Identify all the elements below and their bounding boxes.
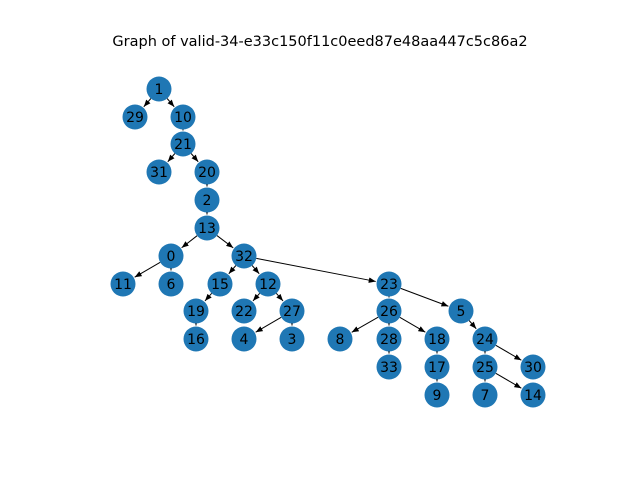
node-20 <box>194 159 220 185</box>
node-label-15: 15 <box>211 277 229 293</box>
edge-0-11 <box>134 261 161 278</box>
node-label-20: 20 <box>198 165 216 181</box>
edge-21-31 <box>167 153 176 163</box>
edge-26-18 <box>399 316 426 333</box>
node-label-1: 1 <box>155 82 164 98</box>
node-25 <box>472 354 498 380</box>
edge-26-8 <box>351 316 379 333</box>
node-13 <box>194 215 220 241</box>
edge-5-24 <box>468 320 477 330</box>
node-label-7: 7 <box>481 388 490 404</box>
node-label-31: 31 <box>150 165 168 181</box>
node-1 <box>146 76 172 102</box>
node-31 <box>146 159 172 185</box>
node-layer: 1 29 10 21 31 20 2 13 0 32 11 6 15 12 23 19 22 27 26 5 16 4 3 8… <box>110 76 546 408</box>
edge-23-5 <box>400 287 449 307</box>
node-label-28: 28 <box>380 332 398 348</box>
edge-layer <box>134 98 522 389</box>
node-30 <box>520 354 546 380</box>
node-0 <box>158 243 184 269</box>
node-label-22: 22 <box>235 304 253 320</box>
node-label-2: 2 <box>203 193 212 209</box>
node-3 <box>279 326 305 352</box>
node-19 <box>183 298 209 324</box>
node-12 <box>255 271 281 297</box>
node-27 <box>279 298 305 324</box>
node-label-0: 0 <box>167 249 176 265</box>
node-32 <box>231 243 257 269</box>
node-label-12: 12 <box>259 277 277 293</box>
node-label-32: 32 <box>235 249 253 265</box>
edge-25-14 <box>495 372 522 389</box>
node-29 <box>122 104 148 130</box>
node-label-27: 27 <box>283 304 301 320</box>
node-label-14: 14 <box>524 388 542 404</box>
edge-32-23 <box>256 257 376 283</box>
node-label-5: 5 <box>457 304 466 320</box>
node-label-25: 25 <box>476 360 494 376</box>
node-28 <box>376 326 402 352</box>
node-11 <box>110 271 136 297</box>
node-26 <box>376 298 402 324</box>
node-9 <box>424 382 450 408</box>
edge-32-15 <box>228 265 237 275</box>
node-label-10: 10 <box>174 110 192 126</box>
node-label-26: 26 <box>380 304 398 320</box>
edge-15-19 <box>204 293 213 302</box>
node-label-24: 24 <box>476 332 494 348</box>
node-label-19: 19 <box>187 304 205 320</box>
node-4 <box>231 326 257 352</box>
edge-24-30 <box>495 344 522 361</box>
node-15 <box>207 271 233 297</box>
node-16 <box>183 326 209 352</box>
node-23 <box>376 271 402 297</box>
edge-12-27 <box>275 293 284 302</box>
edge-13-32 <box>216 235 234 249</box>
edge-27-4 <box>255 316 282 333</box>
node-label-8: 8 <box>336 332 345 348</box>
edge-1-10 <box>166 98 175 108</box>
node-label-13: 13 <box>198 221 216 237</box>
node-label-33: 33 <box>380 360 398 376</box>
node-label-23: 23 <box>380 277 398 293</box>
node-label-3: 3 <box>288 332 297 348</box>
node-14 <box>520 382 546 408</box>
node-label-29: 29 <box>126 110 144 126</box>
node-label-6: 6 <box>167 277 176 293</box>
node-5 <box>448 298 474 324</box>
node-18 <box>424 326 450 352</box>
node-label-9: 9 <box>433 388 442 404</box>
node-2 <box>194 187 220 213</box>
node-label-21: 21 <box>174 137 192 153</box>
node-24 <box>472 326 498 352</box>
edge-13-0 <box>181 235 198 249</box>
node-33 <box>376 354 402 380</box>
edge-12-22 <box>252 293 261 302</box>
edge-21-20 <box>190 153 199 163</box>
node-17 <box>424 354 450 380</box>
graph-title: Graph of valid-34-e33c150f11c0eed87e48aa… <box>112 34 528 50</box>
node-22 <box>231 298 257 324</box>
node-6 <box>158 271 184 297</box>
node-label-4: 4 <box>240 332 249 348</box>
node-10 <box>170 104 196 130</box>
edge-32-12 <box>251 265 260 275</box>
node-7 <box>472 382 498 408</box>
node-label-18: 18 <box>428 332 446 348</box>
node-label-11: 11 <box>114 277 132 293</box>
node-8 <box>327 326 353 352</box>
node-21 <box>170 131 196 157</box>
edge-1-29 <box>143 98 152 108</box>
node-label-16: 16 <box>187 332 205 348</box>
node-label-17: 17 <box>428 360 446 376</box>
node-label-30: 30 <box>524 360 542 376</box>
